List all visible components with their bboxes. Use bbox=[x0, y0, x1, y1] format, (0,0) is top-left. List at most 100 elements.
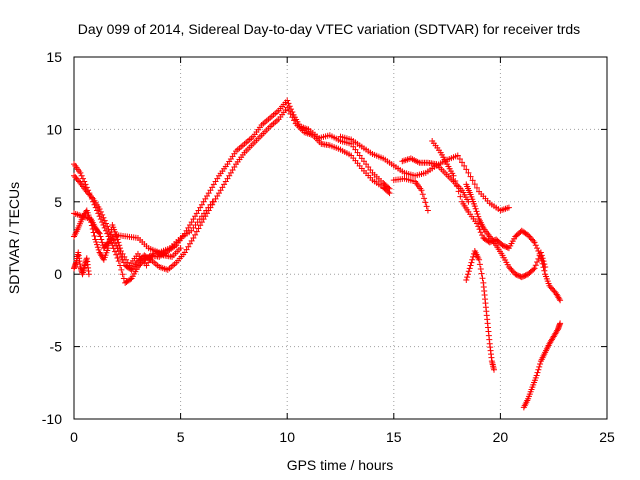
data-point bbox=[463, 166, 470, 173]
data-point bbox=[534, 259, 541, 266]
data-point bbox=[470, 253, 477, 260]
data-point bbox=[286, 103, 293, 110]
data-point bbox=[89, 226, 96, 233]
data-point bbox=[100, 214, 107, 221]
data-point bbox=[527, 235, 534, 241]
data-point bbox=[513, 271, 520, 278]
y-axis-label: SDTVAR / TECUs bbox=[6, 182, 22, 294]
data-point bbox=[418, 187, 425, 194]
data-point bbox=[285, 107, 292, 114]
data-point bbox=[465, 169, 472, 176]
data-point bbox=[535, 366, 542, 373]
data-point bbox=[106, 235, 113, 242]
data-point bbox=[479, 232, 486, 239]
data-point bbox=[77, 169, 84, 176]
data-point bbox=[94, 241, 101, 248]
data-point bbox=[119, 271, 126, 278]
data-point bbox=[91, 232, 98, 239]
data-point bbox=[73, 175, 80, 182]
data-point bbox=[113, 233, 120, 240]
data-point bbox=[548, 285, 555, 292]
data-point bbox=[117, 245, 124, 252]
data-point bbox=[95, 229, 102, 236]
data-point bbox=[111, 240, 118, 247]
data-point bbox=[114, 254, 121, 261]
y-tick-label: 5 bbox=[54, 194, 62, 210]
data-point bbox=[507, 265, 514, 272]
data-point bbox=[464, 271, 471, 278]
data-point bbox=[93, 239, 100, 246]
data-point bbox=[474, 210, 481, 217]
data-point bbox=[95, 246, 102, 253]
data-point bbox=[471, 203, 478, 210]
data-point bbox=[508, 266, 515, 273]
data-point bbox=[465, 268, 472, 275]
data-point bbox=[87, 193, 94, 200]
series-track-6 bbox=[337, 133, 512, 214]
data-point bbox=[424, 207, 431, 214]
series-track-4 bbox=[71, 207, 184, 269]
data-point bbox=[88, 194, 95, 201]
tick-labels: 0 5 10 15 20 25 -10 -5 0 5 10 15 bbox=[42, 49, 615, 445]
data-point bbox=[79, 175, 86, 182]
data-point bbox=[127, 265, 134, 272]
data-point bbox=[463, 276, 470, 283]
data-point bbox=[509, 268, 516, 275]
data-point bbox=[99, 211, 106, 218]
data-point bbox=[422, 199, 429, 206]
data-point bbox=[127, 276, 134, 283]
data-point bbox=[534, 369, 541, 376]
data-point bbox=[97, 208, 104, 215]
data-point bbox=[289, 114, 296, 121]
data-point bbox=[450, 172, 457, 179]
data-point bbox=[467, 262, 474, 269]
data-point bbox=[98, 236, 105, 243]
data-point bbox=[531, 239, 538, 246]
data-point bbox=[104, 223, 111, 230]
data-point bbox=[477, 265, 484, 272]
data-point bbox=[476, 256, 483, 263]
data-point bbox=[97, 233, 104, 240]
series-track-9 bbox=[429, 137, 564, 304]
data-point bbox=[469, 256, 476, 263]
data-point bbox=[478, 270, 485, 277]
series-track-8 bbox=[399, 155, 472, 205]
data-point bbox=[76, 178, 83, 185]
data-point bbox=[105, 245, 112, 252]
data-point bbox=[72, 174, 79, 181]
data-point bbox=[95, 210, 102, 217]
data-point bbox=[78, 172, 85, 179]
data-point bbox=[113, 251, 120, 258]
data-point bbox=[190, 235, 197, 241]
data-point bbox=[468, 259, 475, 266]
data-point bbox=[471, 181, 478, 188]
data-point bbox=[537, 360, 544, 367]
data-point bbox=[461, 162, 468, 169]
chart-title: Day 099 of 2014, Sidereal Day-to-day VTE… bbox=[78, 21, 580, 37]
y-tick-label: -5 bbox=[50, 339, 63, 355]
data-point bbox=[503, 243, 510, 250]
data-point bbox=[512, 271, 519, 278]
data-point bbox=[284, 97, 291, 104]
data-point bbox=[421, 195, 428, 202]
data-point bbox=[475, 213, 482, 220]
data-point bbox=[455, 188, 462, 195]
data-point bbox=[71, 172, 77, 179]
data-point bbox=[476, 261, 483, 268]
data-point bbox=[546, 282, 553, 289]
x-tick-label: 10 bbox=[279, 429, 295, 445]
data-point bbox=[473, 208, 480, 215]
data-point bbox=[88, 222, 95, 229]
data-point bbox=[531, 265, 538, 272]
data-point bbox=[473, 220, 480, 227]
data-point bbox=[550, 287, 557, 294]
data-point bbox=[536, 363, 543, 370]
data-point bbox=[102, 220, 109, 227]
data-point bbox=[92, 236, 99, 243]
data-point bbox=[423, 203, 430, 210]
data-point bbox=[541, 261, 548, 268]
data-point bbox=[385, 188, 392, 195]
data-point bbox=[83, 188, 90, 195]
data-point bbox=[137, 261, 144, 268]
data-point bbox=[540, 258, 547, 265]
